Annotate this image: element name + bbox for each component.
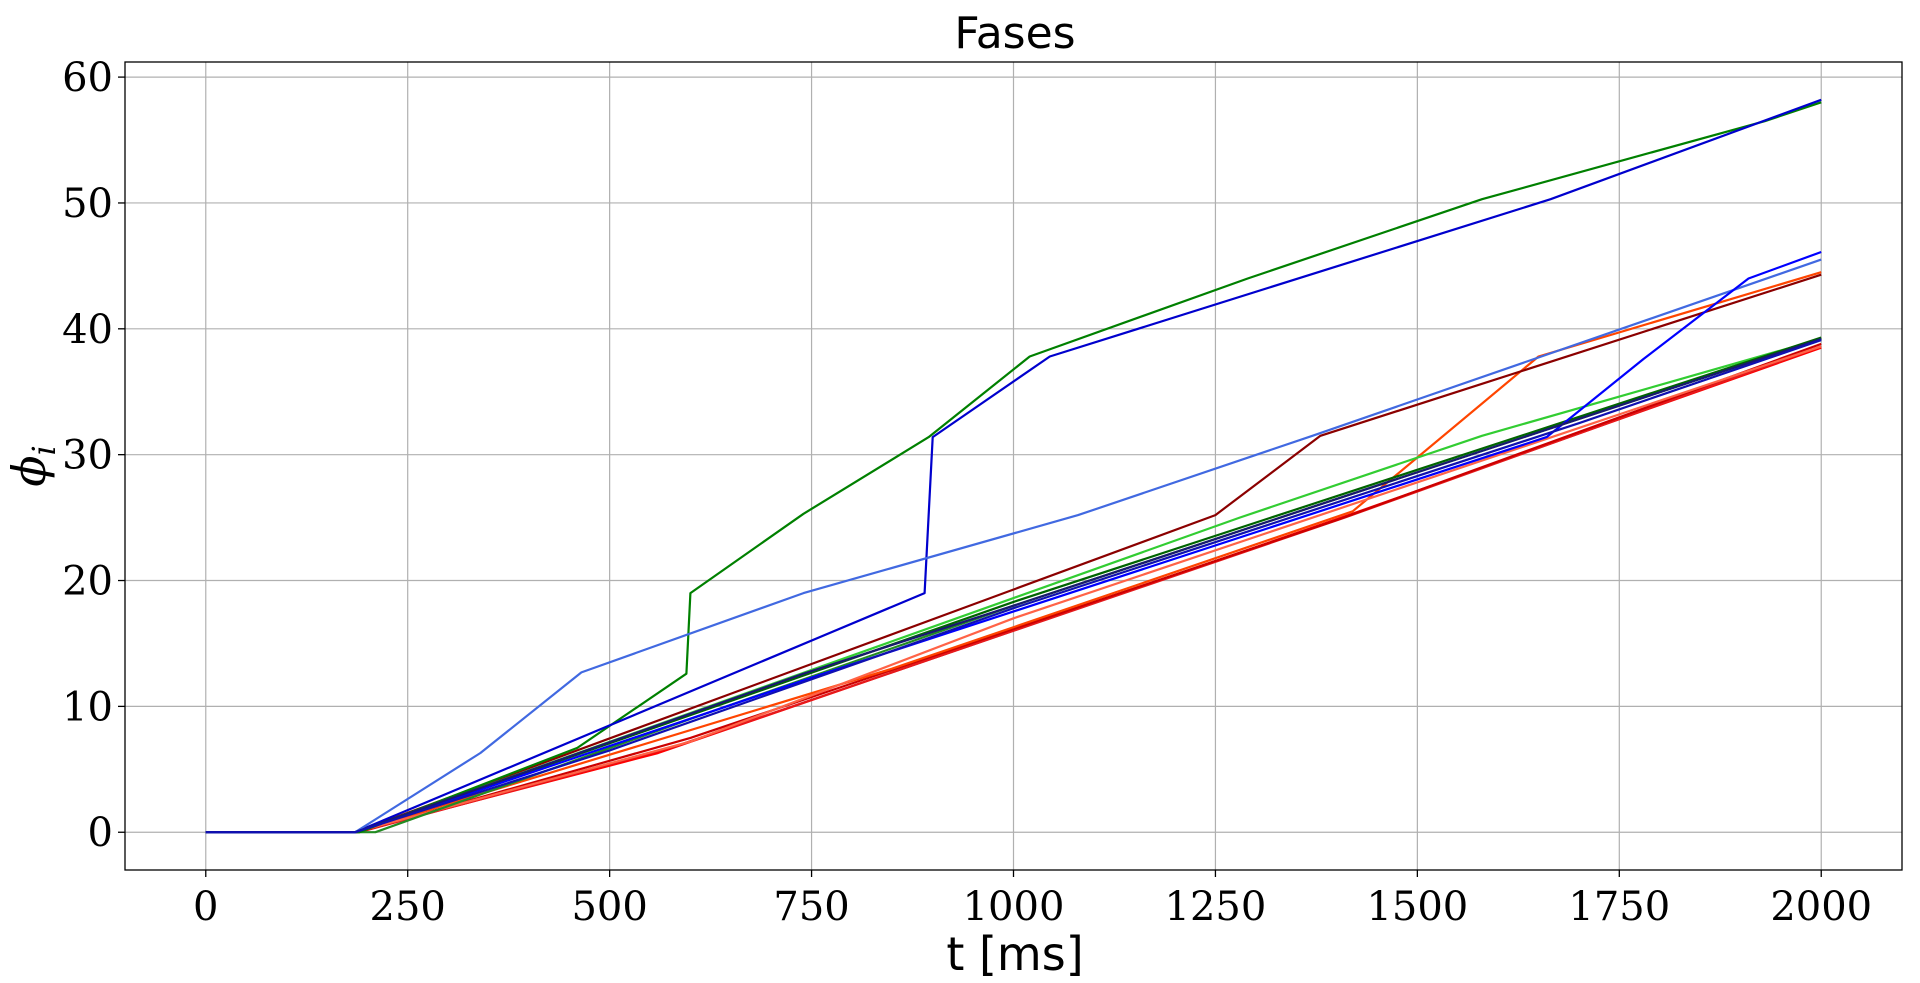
grid <box>125 62 1902 870</box>
series-line-12 <box>205 258 1822 834</box>
x-axis-ticks: 0 250 500 750 1000 1250 1500 1750 2000 <box>193 870 1872 930</box>
x-axis-label: t [ms] <box>946 927 1083 981</box>
x-tick-label: 2000 <box>1770 884 1872 930</box>
x-tick-label: 1500 <box>1366 884 1468 930</box>
x-tick-label: 500 <box>571 884 647 930</box>
x-tick-label: 1000 <box>963 884 1065 930</box>
y-tick-label: 50 <box>62 181 113 227</box>
x-tick-label: 0 <box>193 884 218 930</box>
y-tick-label: 10 <box>62 684 113 730</box>
y-tick-label: 60 <box>62 55 113 101</box>
y-axis-ticks: 0 10 20 30 40 50 60 <box>62 55 125 856</box>
y-axis-label-symbol: ϕ <box>2 455 56 486</box>
y-tick-label: 20 <box>62 559 113 605</box>
y-axis-label: ϕi <box>2 445 63 487</box>
y-tick-label: 40 <box>62 307 113 353</box>
series-line-10 <box>205 101 1822 834</box>
x-tick-label: 750 <box>773 884 849 930</box>
x-tick-label: 1750 <box>1568 884 1670 930</box>
series-line-15 <box>205 339 1822 834</box>
x-tick-label: 1250 <box>1165 884 1267 930</box>
x-tick-label: 250 <box>370 884 446 930</box>
series-group <box>205 98 1822 834</box>
y-tick-label: 30 <box>62 433 113 479</box>
y-axis-label-subscript: i <box>25 445 63 455</box>
chart-title: Fases <box>954 8 1075 59</box>
y-tick-label: 0 <box>88 810 113 856</box>
